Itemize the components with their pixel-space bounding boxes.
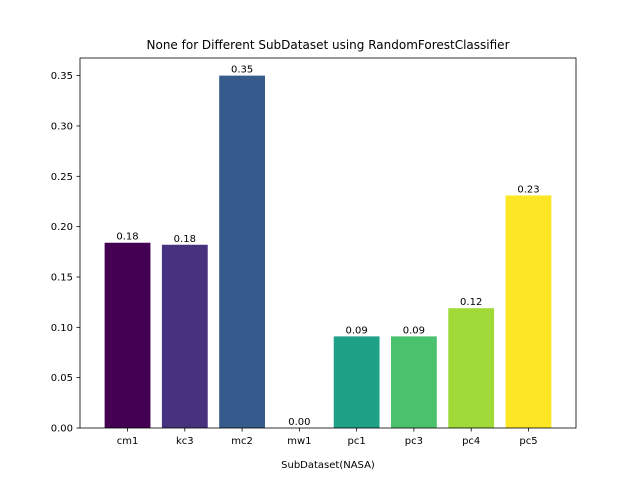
bar-mc2: [219, 75, 265, 428]
bar-value-label-mc2: 0.35: [231, 65, 253, 76]
y-tick-label-4: 0.20: [51, 222, 73, 233]
plot-frame: [79, 57, 577, 429]
bars-group: [104, 75, 552, 428]
y-tick-label-7: 0.35: [51, 71, 73, 82]
bar-value-label-pc5: 0.23: [517, 184, 539, 195]
x-tick-label-pc3: pc3: [405, 436, 423, 447]
y-tick-label-6: 0.30: [51, 121, 73, 132]
y-tick-label-3: 0.15: [51, 272, 73, 283]
bar-pc1: [333, 336, 380, 428]
bar-cm1: [104, 242, 151, 428]
x-tick-label-pc5: pc5: [519, 436, 537, 447]
y-axis: 0.00 0.05 0.10 0.15 0.20 0.25 0.30 0.35: [51, 71, 80, 435]
x-tick-label-cm1: cm1: [117, 436, 139, 447]
x-axis-label: SubDataset(NASA): [281, 460, 375, 471]
x-tick-label-pc4: pc4: [462, 436, 480, 447]
bar-value-label-mw1: 0.00: [288, 417, 310, 428]
bar-pc5: [505, 195, 552, 428]
bar-labels-group: 0.18 0.18 0.35 0.00 0.09 0.09 0.12 0.23: [116, 65, 539, 428]
y-tick-label-5: 0.25: [51, 172, 73, 183]
x-tick-label-mw1: mw1: [287, 436, 311, 447]
y-tick-label-2: 0.10: [51, 323, 73, 334]
bar-value-label-pc4: 0.12: [460, 297, 482, 308]
x-tick-label-kc3: kc3: [176, 436, 194, 447]
bar-value-label-pc1: 0.09: [346, 325, 368, 336]
x-axis: cm1 kc3 mc2 mw1 pc1 pc3 pc4 pc5: [117, 428, 538, 447]
bar-value-label-cm1: 0.18: [116, 232, 138, 243]
bar-value-label-kc3: 0.18: [174, 234, 196, 245]
y-tick-label-1: 0.05: [51, 373, 73, 384]
bar-pc3: [391, 336, 437, 428]
chart-title: None for Different SubDataset using Rand…: [147, 38, 510, 52]
bar-kc3: [161, 244, 208, 428]
bar-pc4: [448, 308, 495, 428]
y-tick-label-0: 0.00: [51, 424, 73, 435]
bar-value-label-pc3: 0.09: [403, 325, 425, 336]
x-tick-label-pc1: pc1: [348, 436, 366, 447]
x-tick-label-mc2: mc2: [231, 436, 253, 447]
